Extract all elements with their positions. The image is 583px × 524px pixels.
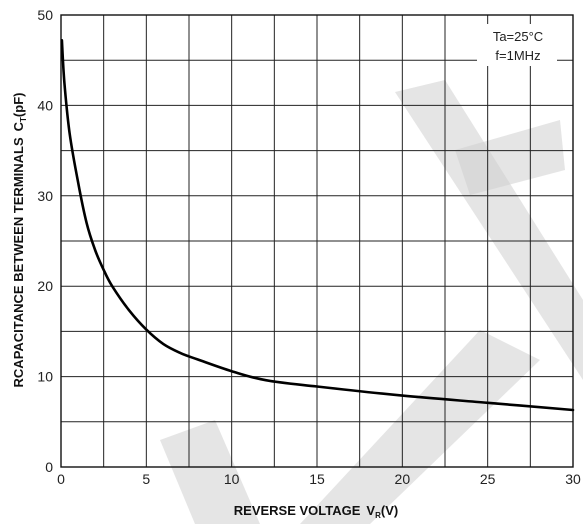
x-axis-symbol: V bbox=[366, 503, 375, 518]
x-tick-label: 0 bbox=[57, 471, 65, 487]
grid-lines bbox=[61, 15, 573, 467]
x-tick-label: 25 bbox=[480, 471, 496, 487]
y-tick-label: 30 bbox=[37, 188, 53, 204]
watermark bbox=[160, 80, 583, 524]
plot-frame bbox=[60, 14, 574, 468]
x-axis-subscript: R bbox=[375, 511, 381, 520]
tick-labels: 0 5 10 15 20 25 30 0 10 20 30 40 50 bbox=[37, 7, 581, 487]
x-tick-label: 15 bbox=[309, 471, 325, 487]
annotation-background bbox=[477, 24, 557, 66]
annotation-frequency: f=1MHz bbox=[495, 48, 540, 63]
x-tick-label: 30 bbox=[565, 471, 581, 487]
y-tick-label: 0 bbox=[45, 459, 53, 475]
x-tick-label: 20 bbox=[395, 471, 411, 487]
y-axis-subscript: T bbox=[19, 117, 28, 122]
annotation-box: Ta=25°C f=1MHz bbox=[477, 24, 557, 66]
x-axis-unit: (V) bbox=[381, 503, 398, 518]
y-axis-unit: (pF) bbox=[11, 93, 26, 118]
y-tick-label: 20 bbox=[37, 278, 53, 294]
annotation-temperature: Ta=25°C bbox=[493, 29, 543, 44]
y-tick-label: 10 bbox=[37, 369, 53, 385]
y-tick-label: 50 bbox=[37, 7, 53, 23]
watermark-stroke-4 bbox=[455, 120, 565, 195]
x-axis-label: REVERSE VOLTAGE VR(V) bbox=[234, 503, 398, 520]
x-tick-label: 10 bbox=[224, 471, 240, 487]
y-axis-label: RCAPACITANCE BETWEEN TERMINALS CT(pF) bbox=[11, 93, 28, 388]
watermark-stroke-1 bbox=[395, 80, 583, 380]
y-tick-label: 40 bbox=[37, 97, 53, 113]
y-axis-symbol: C bbox=[11, 121, 26, 131]
watermark-stroke-3 bbox=[300, 330, 540, 524]
watermark-stroke-2 bbox=[160, 420, 260, 524]
x-tick-label: 5 bbox=[142, 471, 150, 487]
x-axis-title: REVERSE VOLTAGE bbox=[234, 503, 361, 518]
y-axis-title: RCAPACITANCE BETWEEN TERMINALS bbox=[11, 137, 26, 387]
capacitance-curve bbox=[60, 39, 575, 412]
